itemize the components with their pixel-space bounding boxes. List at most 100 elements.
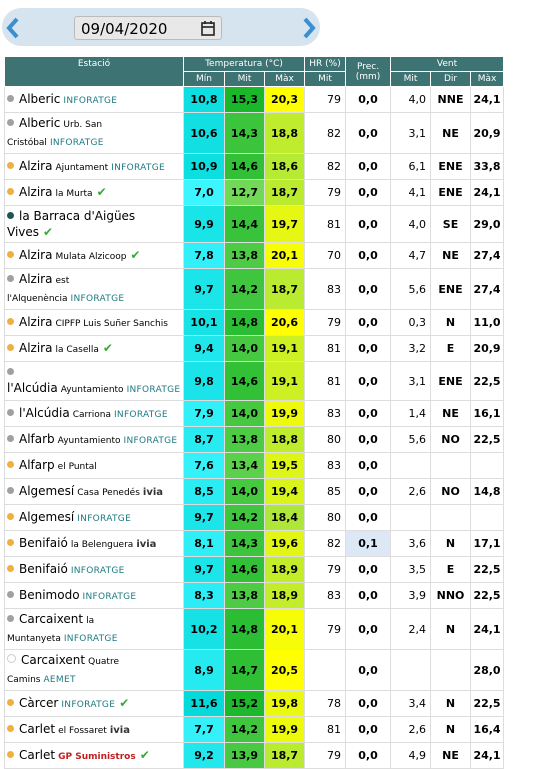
station-cell: Carcaixent Quatre Camins AEMET [4, 649, 184, 691]
value-cell: 4,9 [390, 742, 432, 769]
station-name: Algemesí [19, 509, 75, 524]
station-name: Alzira [19, 314, 53, 329]
subheader: Dir [430, 71, 472, 87]
station-name: Benifaió [19, 561, 68, 576]
value-cell: ENE [430, 179, 472, 206]
station-location: la Belenguera [70, 539, 134, 550]
station-cell: Alzira Mulata Alzicoop ✔ [4, 242, 184, 269]
value-cell: 19,8 [263, 690, 306, 717]
date-input[interactable]: 09/04/2020 [74, 16, 222, 40]
station-row: Alzira est l'Alquenència INFORATGE 9,7 14,2 1… [4, 268, 505, 310]
value-cell: ENE [430, 361, 472, 401]
value-cell: 0,0 [345, 309, 392, 336]
value-cell: 2,6 [390, 478, 432, 505]
value-cell: 11,6 [183, 690, 225, 717]
value-cell: 0,0 [345, 335, 392, 362]
value-cell: 14,8 [224, 309, 265, 336]
station-row: la Barraca d'Aigües Vives ✔ 9,9 14,4 19,7 81 0… [4, 205, 505, 243]
value-cell [470, 504, 505, 531]
value-cell: 14,6 [224, 361, 265, 401]
value-cell: NE [430, 242, 472, 269]
station-row: Benifaió INFORATGE 9,7 14,6 18,9 79 0,0 3,5 E 22,… [4, 556, 505, 583]
value-cell: 13,8 [224, 582, 265, 609]
next-day[interactable] [302, 17, 316, 39]
station-name: Carcaixent [21, 653, 86, 667]
station-row: Algemesí INFORATGE 9,7 14,2 18,4 80 0,0 [4, 504, 505, 531]
value-cell: 4,7 [390, 242, 432, 269]
value-cell: 79 [304, 608, 347, 650]
value-cell: 0,0 [345, 452, 392, 479]
value-cell: 70 [304, 242, 347, 269]
station-name: Carlet [19, 721, 56, 736]
value-cell: 3,6 [390, 530, 432, 557]
value-cell: 20,5 [263, 649, 306, 691]
network-tag: INFORATGE [111, 162, 165, 173]
station-cell: Alzira la Murta ✔ [4, 179, 184, 206]
value-cell: 10,6 [183, 112, 225, 154]
value-cell: 0,0 [345, 426, 392, 453]
value-cell: 24,1 [470, 742, 505, 769]
value-cell: 0,0 [345, 242, 392, 269]
status-dot [7, 187, 14, 195]
station-location: el Fossaret [58, 725, 107, 736]
value-cell: 7,9 [183, 400, 225, 427]
station-cell: Carlet el Fossaret ivia [4, 716, 184, 743]
value-cell: SE [430, 205, 472, 243]
station-row: Alzira CIPFP Luis Suñer Sanchis 10,1 14,8 20… [4, 309, 505, 336]
header: Vent [390, 56, 505, 72]
value-cell: 24,1 [470, 179, 505, 206]
value-cell: N [430, 716, 472, 743]
station-row: Benifaió la Belenguera ivia 8,1 14,3 19,6 82 0,… [4, 530, 505, 557]
value-cell: 82 [304, 112, 347, 154]
status-dot [7, 368, 14, 375]
network-tag: INFORATGE [70, 294, 125, 304]
station-name: Alberic [19, 116, 61, 130]
value-cell: 22,5 [470, 582, 505, 609]
station-row: Carcaixent Quatre Camins AEMET 8,9 14,7 20,5 0… [4, 649, 505, 691]
value-cell: 1,4 [390, 400, 432, 427]
station-cell: Alberic Urb. San Cristóbal INFORATGE [4, 112, 184, 154]
value-cell: 3,4 [390, 690, 432, 717]
value-cell: 24,1 [470, 608, 505, 650]
station-name: Alfarb [19, 431, 55, 446]
station-cell: l'Alcúdia Ayuntamiento INFORATGE [4, 361, 184, 401]
value-cell: 3,1 [390, 112, 432, 154]
network-tag: INFORATGE [123, 435, 178, 446]
station-location: Urb. San Cristóbal [7, 120, 103, 148]
value-cell: 0,0 [345, 153, 392, 180]
value-cell: 3,9 [390, 582, 432, 609]
network-tag: ivia [109, 724, 130, 736]
value-cell: 81 [304, 361, 347, 401]
value-cell: 0,0 [345, 205, 392, 243]
network-tag: INFORATGE [113, 409, 168, 420]
value-cell: 9,7 [183, 268, 225, 310]
network-tag: INFORATGE [126, 385, 181, 395]
value-cell: ENE [430, 153, 472, 180]
value-cell: 8,3 [183, 582, 225, 609]
station-cell: Benifaió la Belenguera ivia [4, 530, 184, 557]
value-cell: N [430, 690, 472, 717]
station-name: l'Alcúdia [7, 381, 58, 395]
value-cell: 13,8 [224, 426, 265, 453]
value-cell: 83 [304, 452, 347, 479]
station-location: Carriona [72, 409, 111, 420]
value-cell: 3,5 [390, 556, 432, 583]
value-cell: 8,1 [183, 530, 225, 557]
station-location: Ayuntamiento [57, 435, 121, 446]
status-dot [7, 486, 14, 494]
value-cell [390, 504, 432, 531]
value-cell: 28,0 [470, 649, 505, 691]
station-cell: Alzira est l'Alquenència INFORATGE [4, 268, 184, 310]
value-cell [390, 649, 432, 691]
value-cell: NO [430, 478, 472, 505]
value-cell: 3,2 [390, 335, 432, 362]
prev-day[interactable] [6, 17, 20, 39]
value-cell: 9,7 [183, 556, 225, 583]
station-row: Alzira Mulata Alzicoop ✔ 7,8 13,8 20,1 70 0,0 4,… [4, 242, 505, 269]
value-cell: 3,1 [390, 361, 432, 401]
value-cell: 18,7 [263, 268, 306, 310]
value-cell: 0,0 [345, 690, 392, 717]
status-dot [7, 460, 14, 468]
calendar-icon[interactable] [201, 21, 215, 36]
status-dot [7, 250, 14, 258]
